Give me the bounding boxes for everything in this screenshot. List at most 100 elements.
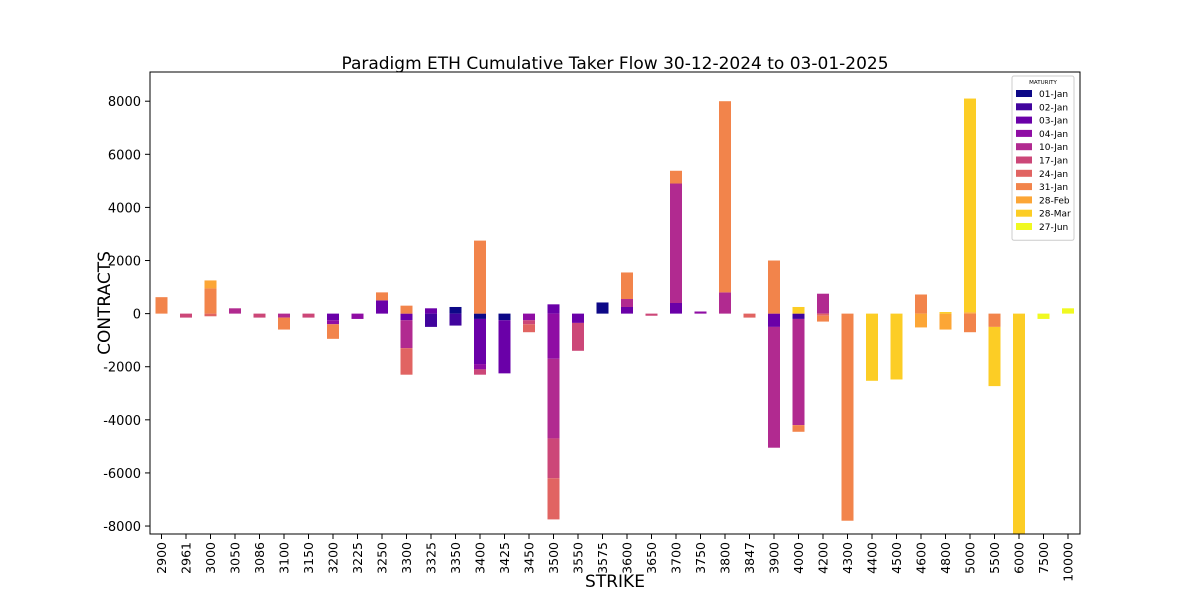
bar-28-Mar-6000 <box>1013 313 1025 534</box>
bar-31-Jan-3400 <box>474 240 486 314</box>
y-tick-label: -8000 <box>103 520 141 535</box>
bar-04-Jan-3500 <box>547 313 560 359</box>
bar-10-Jan-3900 <box>768 326 780 448</box>
x-tick-label: 5000 <box>963 542 978 574</box>
y-tick-label: 2000 <box>108 255 141 270</box>
bar-28-Mar-5000 <box>964 98 976 313</box>
bar-01-Jan-3425 <box>498 313 511 321</box>
bar-17-Jan-3450 <box>523 320 535 325</box>
bar-10-Jan-3700 <box>670 183 682 303</box>
y-tick-label: -2000 <box>103 361 141 376</box>
legend-swatch-02-Jan <box>1016 103 1032 111</box>
legend-swatch-28-Mar <box>1016 209 1032 217</box>
y-tick-label: 8000 <box>108 95 141 110</box>
bar-03-Jan-3900 <box>768 313 780 327</box>
x-tick-label: 3847 <box>742 542 757 574</box>
bar-31-Jan-3300 <box>400 305 413 314</box>
bar-24-Jan-3450 <box>523 324 535 333</box>
bar-28-Mar-4500 <box>890 313 903 380</box>
x-tick-label: 4500 <box>889 542 904 574</box>
y-axis: -8000 -6000 -4000 -2000 0 2000 4000 6000 8000 <box>103 95 150 535</box>
bar-03-Jan-3250 <box>376 300 388 314</box>
bar-03-Jan-3400 <box>474 318 486 365</box>
bar-31-Jan-2900 <box>155 297 168 314</box>
x-tick-label: 3000 <box>203 542 218 574</box>
x-tick-label: 3550 <box>571 542 586 574</box>
x-tick-label: 5500 <box>987 542 1002 574</box>
bar-17-Jan-3400 <box>474 369 486 375</box>
bar-10-Jan-3800 <box>719 292 731 314</box>
x-tick-label: 4300 <box>840 542 855 574</box>
bar-03-Jan-3600 <box>621 306 633 314</box>
bar-31-Jan-4200 <box>817 315 829 322</box>
bar-24-Jan-3847 <box>743 313 756 318</box>
bar-24-Jan-3500 <box>547 478 560 520</box>
x-axis: 2900 2961 3000 3050 3086 3100 3150 3200 3225 3250… <box>154 534 1076 582</box>
bar-31-Jan-3600 <box>621 272 633 300</box>
bar-24-Jan-3300 <box>400 348 413 375</box>
x-tick-label: 3300 <box>399 542 414 574</box>
bar-17-Jan-3550 <box>572 322 584 351</box>
legend-swatch-10-Jan <box>1016 143 1032 151</box>
x-tick-label: 3250 <box>375 542 390 574</box>
bar-10-Jan-3500 <box>547 358 560 439</box>
x-tick-label: 3600 <box>620 542 635 574</box>
bar-31-Jan-4600 <box>915 294 927 314</box>
x-tick-label: 4200 <box>816 542 831 574</box>
legend-swatch-24-Jan <box>1016 169 1032 177</box>
bar-31-Jan-5500 <box>988 313 1001 327</box>
x-tick-label: 3100 <box>277 542 292 574</box>
bar-17-Jan-2961 <box>180 313 192 318</box>
bar-24-Jan-4200 <box>817 313 829 316</box>
bar-28-Mar-4000 <box>792 306 805 314</box>
x-tick-label: 6000 <box>1012 542 1027 574</box>
x-tick-label: 4600 <box>914 542 929 574</box>
bar-31-Jan-3250 <box>376 292 388 301</box>
bar-02-Jan-4000 <box>792 313 805 319</box>
x-tick-label: 2900 <box>154 542 169 574</box>
x-tick-label: 3200 <box>326 542 341 574</box>
y-axis-label: CONTRACTS <box>95 251 115 355</box>
x-tick-label: 3050 <box>228 542 243 574</box>
bar-31-Jan-3700 <box>670 170 682 184</box>
bar-04-Jan-3225 <box>351 313 364 319</box>
x-tick-label: 4800 <box>938 542 953 574</box>
chart-title: Paradigm ETH Cumulative Taker Flow 30-12… <box>341 54 888 74</box>
x-tick-label: 3700 <box>669 542 684 574</box>
legend-swatch-17-Jan <box>1016 156 1032 164</box>
bar-10-Jan-3050 <box>229 308 241 314</box>
bar-01-Jan-3400 <box>474 313 486 319</box>
x-tick-label: 3086 <box>252 542 267 574</box>
bar-10-Jan-4200 <box>817 293 829 314</box>
bar-03-Jan-3325 <box>425 308 437 314</box>
bar-04-Jan-3450 <box>523 313 535 321</box>
x-axis-label: STRIKE <box>585 572 645 592</box>
legend-swatch-31-Jan <box>1016 183 1032 191</box>
x-tick-label: 3325 <box>424 542 439 574</box>
legend-swatch-27-Jun <box>1016 223 1032 230</box>
bar-31-Jan-3000 <box>204 288 217 314</box>
legend-title: MATURITY <box>1029 80 1057 86</box>
bar-03-Jan-3200 <box>327 313 339 321</box>
x-tick-label: 3150 <box>301 542 316 574</box>
legend-label-01-Jan: 01-Jan <box>1039 90 1068 100</box>
bar-03-Jan-3700 <box>670 303 682 314</box>
bar-31-Jan-3800 <box>719 101 731 293</box>
bar-10-Jan-4000 <box>792 318 805 426</box>
bar-01-Jan-3575 <box>596 302 609 314</box>
bar-28-Feb-3000 <box>204 280 217 289</box>
bar-28-Feb-4600 <box>915 313 927 328</box>
x-tick-label: 3450 <box>522 542 537 574</box>
legend-label-24-Jan: 24-Jan <box>1039 170 1068 180</box>
x-tick-label: 3350 <box>448 542 463 574</box>
legend-swatch-01-Jan <box>1016 90 1032 97</box>
y-tick-label: -6000 <box>103 467 141 482</box>
x-tick-label: 4000 <box>791 542 806 574</box>
bar-31-Jan-4000 <box>792 425 805 432</box>
legend-label-02-Jan: 02-Jan <box>1039 103 1068 113</box>
bar-02-Jan-3325 <box>425 313 437 327</box>
bar-10-Jan-3300 <box>400 320 413 349</box>
bar-10-Jan-3600 <box>621 299 633 307</box>
